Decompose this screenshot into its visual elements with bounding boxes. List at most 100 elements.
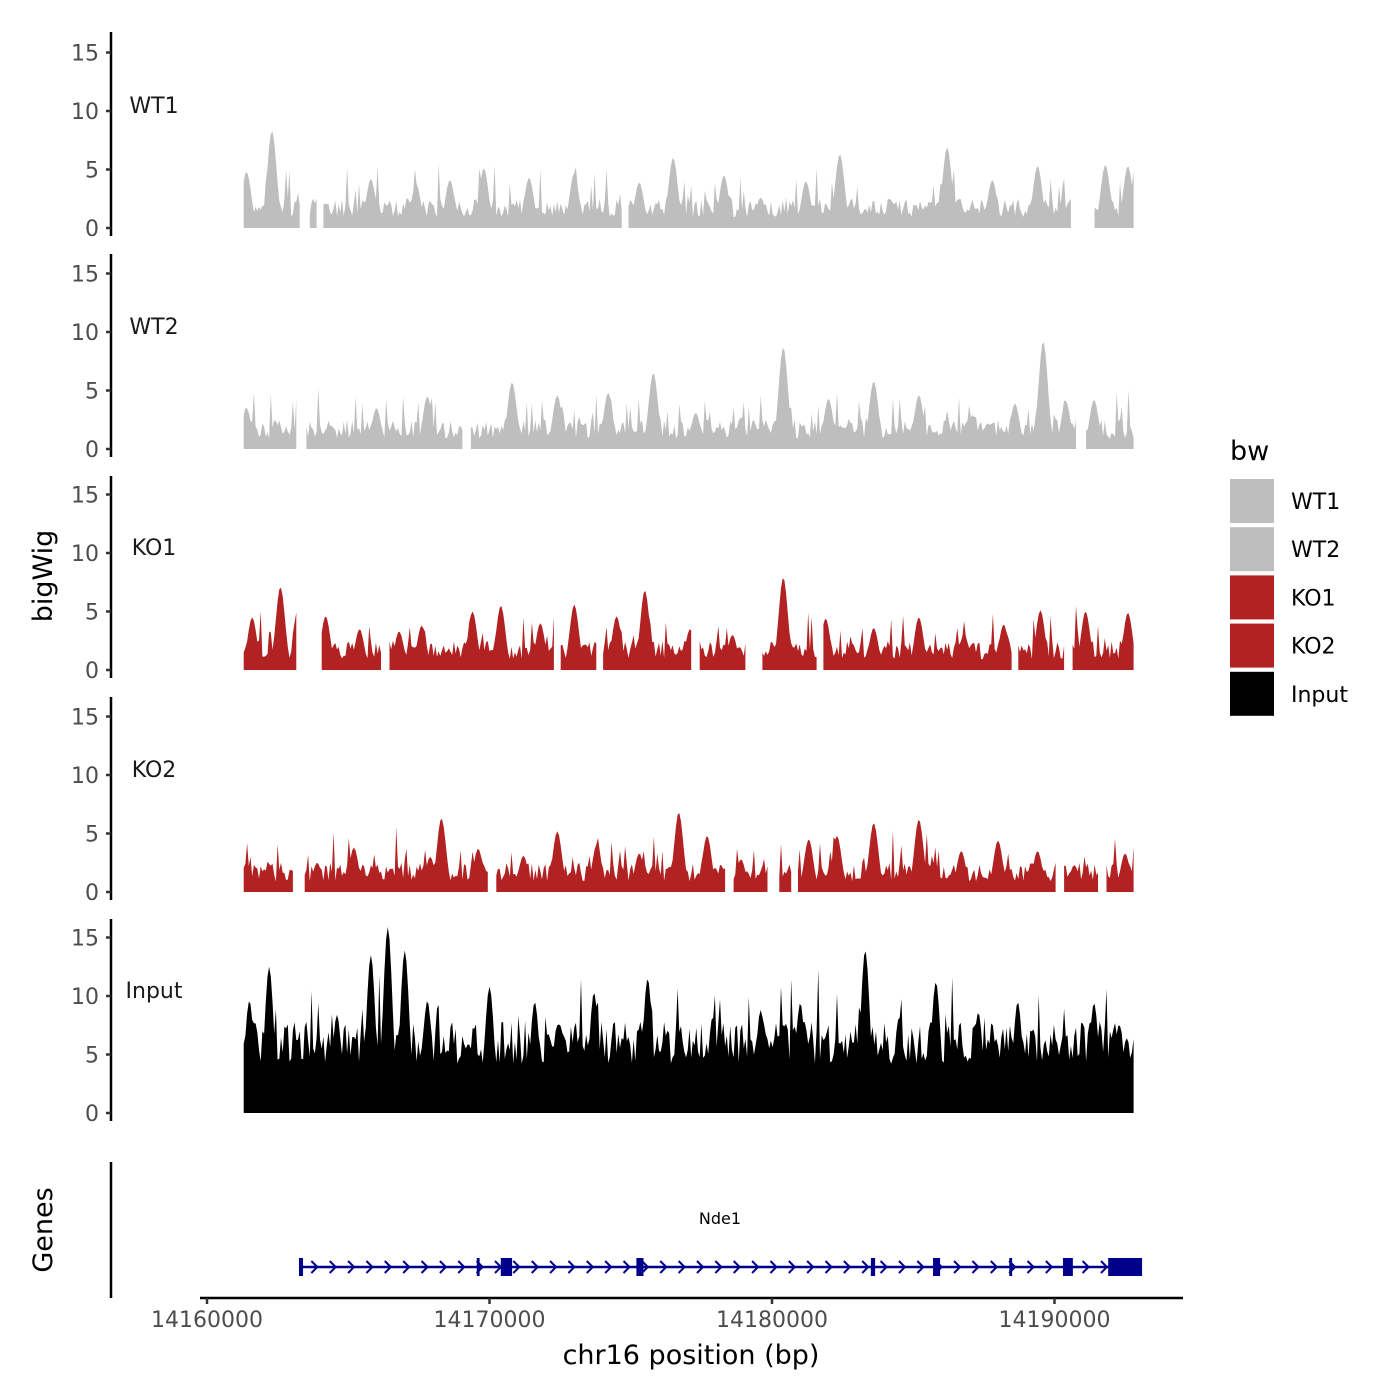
legend-swatch xyxy=(1230,671,1274,716)
strand-arrow xyxy=(457,1260,466,1274)
y-tick-label: 0 xyxy=(85,881,99,906)
track-ko1: 0 5 10 15 KO1 xyxy=(71,476,1134,684)
x-tick-label: 14180000 xyxy=(716,1308,828,1333)
y-tick-label: 5 xyxy=(85,823,99,848)
strand-arrow xyxy=(732,1260,742,1274)
strand-arrow xyxy=(677,1260,687,1274)
strand-arrow xyxy=(1026,1260,1035,1274)
strand-arrow xyxy=(439,1260,448,1274)
y-tick-label: 5 xyxy=(85,601,99,626)
strand-arrow xyxy=(990,1260,999,1274)
strand-arrow xyxy=(365,1260,374,1274)
strand-arrow xyxy=(806,1260,815,1274)
legend-swatch xyxy=(1230,623,1274,668)
track-wt1: 0 5 10 15 WT1 xyxy=(71,32,1134,242)
strand-arrow xyxy=(641,1260,650,1274)
legend-swatch xyxy=(1230,575,1274,620)
gene-exon xyxy=(636,1258,644,1276)
signal-area-ko1 xyxy=(243,578,1134,670)
track-label: WT2 xyxy=(129,315,178,340)
strand-arrow xyxy=(586,1260,595,1274)
strand-arrow xyxy=(659,1260,668,1274)
x-tick-label: 14160000 xyxy=(151,1308,263,1333)
strand-arrow xyxy=(714,1260,723,1274)
signal-area-wt2 xyxy=(243,342,1134,449)
strand-arrow xyxy=(898,1260,907,1274)
track-label: WT1 xyxy=(129,94,178,119)
strand-arrow xyxy=(622,1260,631,1274)
genes-axis-title: Genes xyxy=(28,1187,59,1272)
legend: bw WT1 WT2 KO1 KO2 Input xyxy=(1230,436,1348,716)
strand-arrow xyxy=(604,1260,613,1274)
strand-arrow xyxy=(971,1260,980,1274)
strand-arrow xyxy=(769,1260,778,1274)
strand-arrow xyxy=(1081,1260,1090,1274)
track-label: Input xyxy=(126,979,183,1004)
strand-arrow xyxy=(420,1260,429,1274)
gene-exon xyxy=(300,1258,304,1276)
strand-arrow xyxy=(953,1260,962,1274)
strand-arrow xyxy=(384,1260,393,1274)
gene-exon xyxy=(1062,1258,1073,1276)
strand-arrow xyxy=(824,1260,833,1274)
legend-swatch xyxy=(1230,527,1274,572)
legend-swatch xyxy=(1230,479,1274,523)
strand-arrow xyxy=(751,1260,760,1274)
gene-exon xyxy=(476,1258,480,1276)
gene-exon xyxy=(870,1258,876,1276)
signal-area-ko2 xyxy=(243,813,1134,892)
strand-arrow xyxy=(530,1260,540,1274)
strand-arrow xyxy=(696,1260,705,1274)
y-tick-label: 15 xyxy=(71,42,99,67)
y-axis-title: bigWig xyxy=(28,530,59,623)
x-tick-label: 14190000 xyxy=(999,1308,1111,1333)
y-tick-label: 5 xyxy=(85,159,99,184)
x-axis: chr16 position (bp) 14160000 14170000 1418… xyxy=(151,1296,1183,1371)
legend-label: KO2 xyxy=(1291,635,1336,660)
strand-arrow xyxy=(861,1260,870,1274)
track-input: 0 5 10 15 Input xyxy=(71,919,1134,1127)
strand-arrow xyxy=(549,1260,558,1274)
y-tick-label: 15 xyxy=(71,263,99,288)
y-tick-label: 0 xyxy=(85,217,99,242)
x-axis-title: chr16 position (bp) xyxy=(563,1340,820,1371)
gene-label: Nde1 xyxy=(699,1209,741,1228)
strand-arrow xyxy=(402,1260,411,1274)
gene-exon xyxy=(500,1258,513,1276)
y-tick-label: 10 xyxy=(71,542,99,567)
track-label: KO1 xyxy=(132,536,177,561)
y-tick-label: 10 xyxy=(71,321,99,346)
signal-tracks: 0 5 10 15 WT1 0 5 10 15 WT2 0 5 10 15 KO1 0 5 10 15 KO2 0 5 10… xyxy=(71,32,1134,1127)
signal-area-wt1 xyxy=(243,131,1134,228)
legend-title: bw xyxy=(1230,436,1269,467)
strand-arrow xyxy=(310,1260,319,1274)
legend-label: WT1 xyxy=(1291,490,1340,515)
y-tick-label: 15 xyxy=(71,706,99,731)
strand-arrow xyxy=(1100,1260,1109,1274)
x-tick-label: 14170000 xyxy=(434,1308,546,1333)
signal-area-input xyxy=(243,927,1134,1113)
gene-exon xyxy=(1009,1258,1013,1276)
y-tick-label: 5 xyxy=(85,1044,99,1069)
y-tick-label: 10 xyxy=(71,985,99,1010)
strand-arrow xyxy=(329,1260,338,1274)
y-tick-label: 0 xyxy=(85,438,99,463)
strand-arrow xyxy=(843,1260,852,1274)
track-ko2: 0 5 10 15 KO2 xyxy=(71,697,1134,906)
y-tick-label: 10 xyxy=(71,764,99,789)
y-tick-label: 0 xyxy=(85,659,99,684)
strand-arrow xyxy=(916,1260,925,1274)
track-label: KO2 xyxy=(132,758,177,783)
gene-exon xyxy=(933,1258,941,1276)
gene-exon xyxy=(1108,1258,1143,1276)
strand-arrow xyxy=(1045,1260,1054,1274)
legend-label: KO1 xyxy=(1291,586,1336,611)
strand-arrow xyxy=(512,1260,521,1274)
y-tick-label: 5 xyxy=(85,380,99,405)
y-tick-label: 10 xyxy=(71,100,99,125)
legend-label: Input xyxy=(1291,683,1348,708)
genes-track: Genes Nde1 xyxy=(28,1162,1143,1298)
legend-label: WT2 xyxy=(1291,538,1340,563)
strand-arrow xyxy=(788,1260,797,1274)
